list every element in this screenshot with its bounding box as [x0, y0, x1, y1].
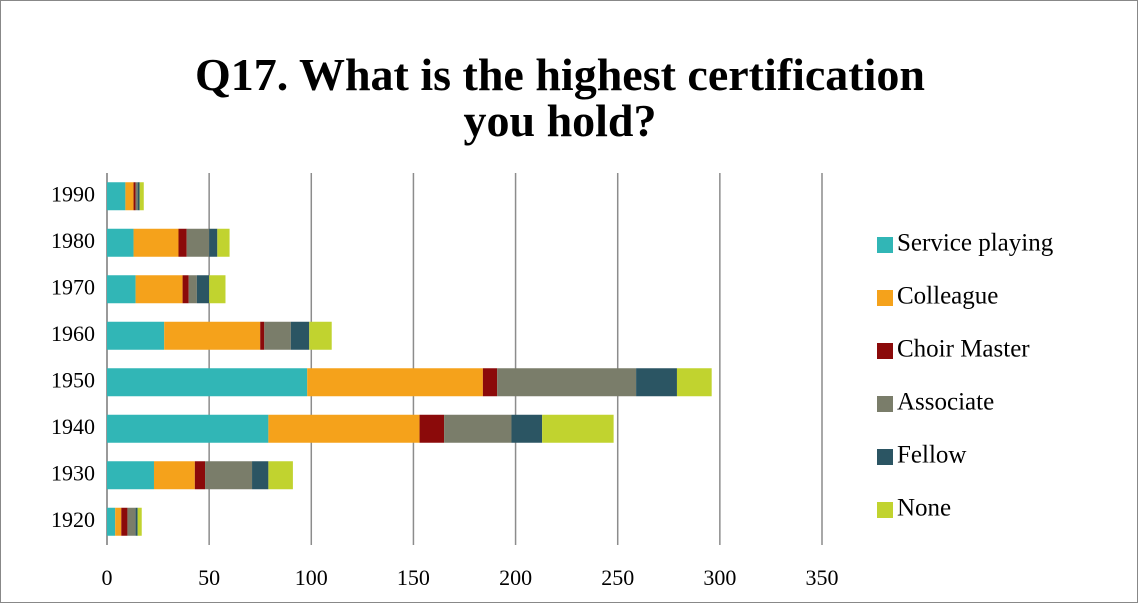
legend-label: Colleague — [897, 283, 998, 310]
y-tick-label: 1940 — [51, 414, 95, 439]
bar-segment — [139, 182, 144, 211]
bar-segment — [115, 507, 122, 536]
bar-segment — [290, 321, 310, 350]
legend-swatch — [877, 396, 893, 412]
bar-segment — [309, 321, 332, 350]
legend-label: Choir Master — [897, 336, 1030, 363]
bar-segment — [133, 228, 179, 257]
y-tick-label: 1930 — [51, 460, 95, 485]
bar-segment — [135, 182, 138, 211]
legend-swatch — [877, 343, 893, 359]
bar-segment — [164, 321, 261, 350]
y-tick-label: 1950 — [51, 367, 95, 392]
bar-segment — [121, 507, 128, 536]
bar-segment — [127, 507, 136, 536]
bar-segment — [268, 414, 420, 443]
x-tick-label: 350 — [806, 565, 839, 590]
bar-segment — [133, 182, 136, 211]
y-tick-label: 1970 — [51, 274, 95, 299]
y-tick-label: 1920 — [51, 507, 95, 532]
legend-swatch — [877, 237, 893, 253]
x-tick-label: 150 — [397, 565, 430, 590]
bar-segment — [153, 461, 195, 490]
legend-swatch — [877, 449, 893, 465]
legend-swatch — [877, 290, 893, 306]
bar-segment — [264, 321, 291, 350]
bar-segment — [107, 414, 269, 443]
bar-segment — [178, 228, 187, 257]
bar-segment — [636, 368, 677, 397]
y-tick-label: 1990 — [51, 181, 95, 206]
bar-segment — [107, 321, 165, 350]
bar-segment — [419, 414, 445, 443]
chart-title: Q17. What is the highest certification y… — [195, 49, 925, 146]
legend-swatch — [877, 502, 893, 518]
bar-segment — [182, 275, 189, 304]
legend-label: Service playing — [897, 230, 1054, 257]
bar-segment — [482, 368, 498, 397]
x-tick-label: 50 — [198, 565, 220, 590]
bar-segment — [307, 368, 483, 397]
bar-segment — [107, 507, 116, 536]
legend-label: Fellow — [897, 442, 966, 469]
bar-segment — [444, 414, 512, 443]
bar-segment — [137, 182, 140, 211]
bar-segment — [107, 275, 136, 304]
y-tick-label: 1960 — [51, 321, 95, 346]
bar-segment — [542, 414, 614, 443]
x-tick-label: 100 — [295, 565, 328, 590]
x-tick-label: 0 — [102, 565, 113, 590]
bar-segment — [260, 321, 265, 350]
bar-segment — [125, 182, 134, 211]
bar-segment — [268, 461, 293, 490]
bar-segment — [217, 228, 230, 257]
bar-segment — [107, 228, 134, 257]
bar-segment — [676, 368, 712, 397]
y-tick-label: 1980 — [51, 228, 95, 253]
bar-segment — [186, 228, 210, 257]
bar-segment — [107, 182, 126, 211]
bar-segment — [135, 275, 183, 304]
legend-label: None — [897, 495, 951, 522]
legend-label: Associate — [897, 389, 994, 416]
bar-segment — [196, 275, 210, 304]
bar-segment — [205, 461, 253, 490]
bar-segment — [107, 461, 154, 490]
bar-segment — [209, 228, 218, 257]
bar-segment — [209, 275, 226, 304]
bar-segment — [511, 414, 543, 443]
x-tick-label: 250 — [601, 565, 634, 590]
x-tick-label: 200 — [499, 565, 532, 590]
bar-segment — [135, 507, 138, 536]
bar-segment — [194, 461, 206, 490]
bar-segment — [252, 461, 269, 490]
bar-segment — [137, 507, 142, 536]
x-tick-label: 300 — [703, 565, 736, 590]
bar-segment — [188, 275, 197, 304]
bar-segment — [107, 368, 308, 397]
bar-segment — [497, 368, 637, 397]
